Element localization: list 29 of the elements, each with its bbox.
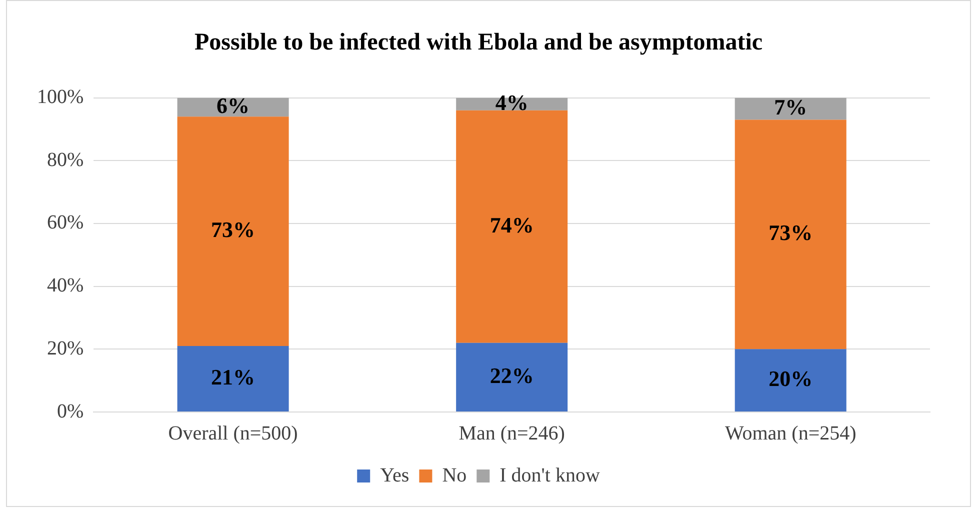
data-label: 21% <box>211 364 256 390</box>
x-tick-label: Overall (n=500) <box>168 422 298 444</box>
bar <box>456 110 568 343</box>
y-tick-label: 60% <box>46 212 84 234</box>
legend-label: No <box>442 464 467 486</box>
y-tick-label: 0% <box>56 400 84 422</box>
bar <box>456 342 568 412</box>
data-label: 6% <box>216 92 250 118</box>
legend-label: Yes <box>380 464 410 486</box>
bar <box>734 98 846 120</box>
data-label: 4% <box>495 90 528 115</box>
data-label: 20% <box>768 366 813 392</box>
data-label: 22% <box>490 362 534 388</box>
y-tick-label: 80% <box>46 148 84 171</box>
x-tick-label: Man (n=246) <box>458 422 565 444</box>
chart-title: Possible to be infected with Ebola and be asymptomatic <box>194 30 763 56</box>
y-tick-label: 40% <box>46 274 84 297</box>
y-tick-label: 20% <box>46 337 84 360</box>
bar <box>734 120 846 350</box>
legend-label: I don't know <box>500 464 600 486</box>
bar <box>177 116 289 346</box>
data-label: 73% <box>211 217 256 242</box>
data-label: 73% <box>768 220 813 246</box>
data-label: 7% <box>774 94 808 120</box>
y-tick-label: 100% <box>36 86 84 108</box>
x-tick-label: Woman (n=254) <box>724 422 856 444</box>
data-label: 74% <box>490 212 534 238</box>
bar <box>177 346 289 412</box>
bar <box>734 349 846 412</box>
